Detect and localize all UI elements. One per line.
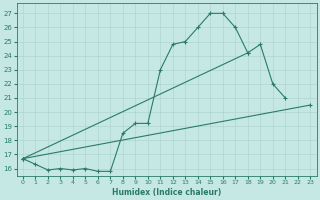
X-axis label: Humidex (Indice chaleur): Humidex (Indice chaleur) <box>112 188 221 197</box>
